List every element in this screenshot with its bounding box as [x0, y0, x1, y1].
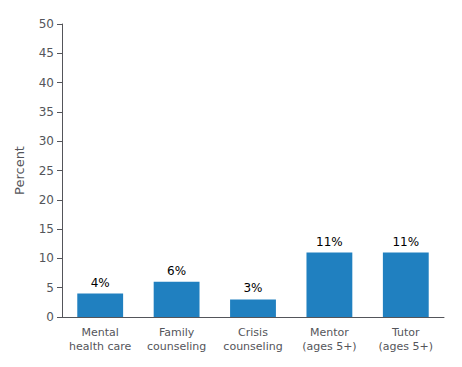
- svg-text:Tutor: Tutor: [391, 326, 420, 339]
- svg-text:Family: Family: [159, 326, 195, 339]
- svg-text:10: 10: [39, 251, 54, 265]
- svg-text:0: 0: [46, 310, 54, 324]
- svg-text:20: 20: [39, 193, 54, 207]
- svg-text:25: 25: [39, 164, 54, 178]
- svg-text:3%: 3%: [243, 281, 262, 295]
- svg-text:30: 30: [39, 134, 54, 148]
- svg-text:45: 45: [39, 46, 54, 60]
- svg-text:health care: health care: [69, 340, 131, 353]
- svg-text:Percent: Percent: [12, 146, 27, 195]
- svg-text:Mental: Mental: [82, 326, 119, 339]
- svg-text:Crisis: Crisis: [238, 326, 268, 339]
- svg-text:11%: 11%: [392, 235, 419, 249]
- svg-text:4%: 4%: [91, 276, 110, 290]
- svg-text:40: 40: [39, 76, 54, 90]
- svg-text:(ages 5+): (ages 5+): [379, 340, 434, 353]
- svg-text:counseling: counseling: [147, 340, 206, 353]
- svg-text:35: 35: [39, 105, 54, 119]
- svg-text:counseling: counseling: [223, 340, 282, 353]
- svg-text:50: 50: [39, 17, 54, 31]
- svg-text:5: 5: [46, 281, 54, 295]
- svg-text:(ages 5+): (ages 5+): [302, 340, 357, 353]
- svg-text:Mentor: Mentor: [310, 326, 349, 339]
- svg-text:11%: 11%: [316, 235, 343, 249]
- svg-text:15: 15: [39, 222, 54, 236]
- svg-text:6%: 6%: [167, 264, 186, 278]
